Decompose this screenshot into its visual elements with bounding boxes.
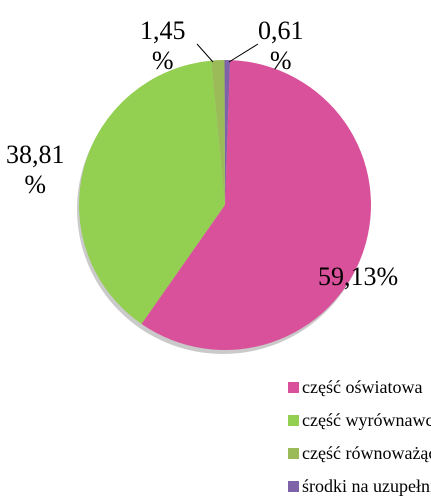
legend-item: część równoważąca (288, 443, 431, 464)
legend-swatch (288, 448, 299, 459)
pie-slice (141, 60, 371, 350)
leader-line (196, 43, 214, 63)
legend-swatch (288, 382, 299, 393)
legend-label: część równoważąca (302, 443, 431, 463)
leader-line (228, 43, 259, 63)
legend-item: środki na uzupełnienie dochodów gmin (288, 476, 431, 497)
legend-item: część wyrównawcza (288, 410, 431, 431)
data-label: 38,81 % (6, 140, 65, 199)
legend-label: część oświatowa (302, 377, 423, 397)
legend-label: środki na uzupełnienie dochodów gmin (302, 476, 431, 496)
legend-label: część wyrównawcza (302, 410, 431, 430)
legend-item: część oświatowa (288, 377, 422, 398)
legend-swatch (288, 481, 299, 492)
pie-slice (211, 60, 225, 205)
pie-slice (79, 60, 226, 324)
data-label: 59,13% (318, 262, 399, 291)
pie-slice (224, 60, 231, 206)
data-label: 1,45 % (140, 16, 186, 75)
data-label: 0,61 % (258, 16, 304, 75)
legend-swatch (288, 415, 299, 426)
